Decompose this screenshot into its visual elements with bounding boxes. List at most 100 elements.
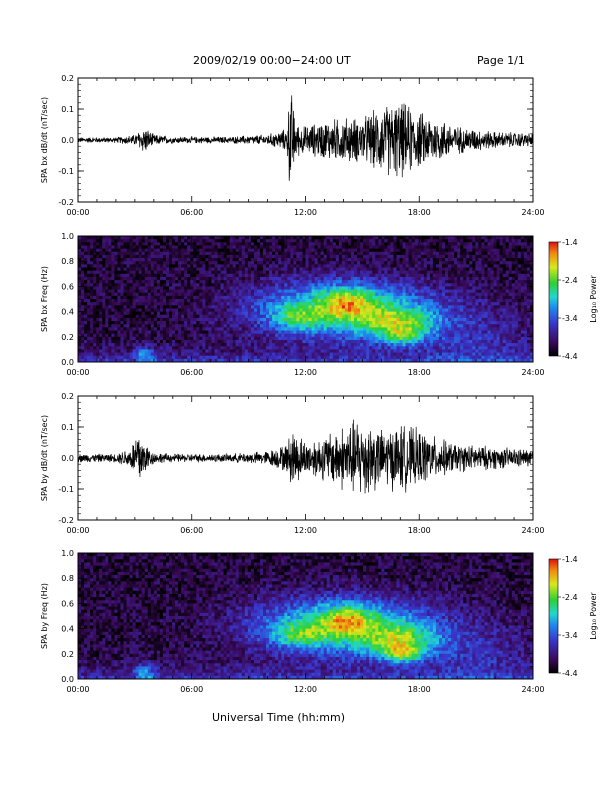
heatmap-cell <box>435 311 440 316</box>
heatmap-cell <box>250 311 255 316</box>
heatmap-cell <box>214 314 218 319</box>
heatmap-cell <box>238 324 243 328</box>
heatmap-cell <box>272 321 276 325</box>
heatmap-cell <box>305 343 309 347</box>
heatmap-cell <box>442 302 446 306</box>
heatmap-cell <box>338 358 343 363</box>
heatmap-cell <box>187 236 191 240</box>
heatmap-cell <box>290 295 294 300</box>
heatmap-cell <box>305 242 309 246</box>
heatmap-cell <box>184 276 188 281</box>
heatmap-cell <box>305 239 309 243</box>
heatmap-cell <box>287 286 291 290</box>
heatmap-cell <box>375 289 379 294</box>
heatmap-cell <box>399 349 403 353</box>
heatmap-cell <box>417 276 422 281</box>
heatmap-cell <box>372 283 376 287</box>
heatmap-cell <box>384 267 388 272</box>
heatmap-cell <box>341 239 346 243</box>
heatmap-cell <box>438 245 443 249</box>
heatmap-cell <box>354 276 358 281</box>
heatmap-cell <box>360 248 364 253</box>
heatmap-cell <box>81 321 85 325</box>
heatmap-cell <box>281 321 285 325</box>
heatmap-cell <box>429 308 434 312</box>
heatmap-cell <box>156 308 161 312</box>
heatmap-cell <box>247 261 252 265</box>
heatmap-cell <box>332 283 337 287</box>
heatmap-cell <box>308 317 312 322</box>
heatmap-cell <box>381 324 385 328</box>
heatmap-cell <box>381 302 385 306</box>
heatmap-cell <box>396 327 400 331</box>
heatmap-cell <box>338 349 343 353</box>
heatmap-cell <box>199 302 203 306</box>
heatmap-cell <box>302 239 306 243</box>
heatmap-cell <box>196 289 200 294</box>
heatmap-cell <box>147 349 152 353</box>
heatmap-cell <box>226 355 231 360</box>
heatmap-cell <box>332 327 337 331</box>
heatmap-cell <box>114 248 118 253</box>
heatmap-cell <box>308 289 312 294</box>
heatmap-cell <box>278 355 282 360</box>
heatmap-cell <box>256 352 261 357</box>
heatmap-cell <box>351 355 355 360</box>
heatmap-cell <box>190 280 194 284</box>
heatmap-cell <box>141 355 146 360</box>
heatmap-cell <box>411 236 416 240</box>
heatmap-cell <box>87 314 91 319</box>
heatmap-cell <box>223 286 228 290</box>
heatmap-cell <box>199 343 203 347</box>
heatmap-cell <box>178 289 182 294</box>
heatmap-cell <box>387 295 391 300</box>
heatmap-cell <box>199 286 203 290</box>
heatmap-cell <box>354 311 358 316</box>
heatmap-cell <box>393 327 397 331</box>
heatmap-cell <box>266 242 270 246</box>
heatmap-cell <box>129 330 133 335</box>
heatmap-cell <box>399 251 403 256</box>
heatmap-cell <box>281 327 285 331</box>
heatmap-cell <box>354 317 358 322</box>
heatmap-cell <box>290 302 294 306</box>
heatmap-cell <box>335 236 340 240</box>
heatmap-cell <box>226 258 231 262</box>
heatmap-cell <box>375 355 379 360</box>
heatmap-cell <box>175 355 179 360</box>
heatmap-cell <box>196 302 200 306</box>
heatmap-cell <box>344 292 349 297</box>
heatmap-cell <box>393 245 397 249</box>
heatmap-cell <box>217 273 221 278</box>
heatmap-cell <box>211 280 215 284</box>
heatmap-cell <box>181 330 185 335</box>
heatmap-cell <box>338 317 343 322</box>
heatmap-cell <box>99 305 103 309</box>
heatmap-cell <box>184 346 188 350</box>
heatmap-cell <box>308 302 312 306</box>
heatmap-cell <box>199 317 203 322</box>
heatmap-cell <box>187 311 191 316</box>
heatmap-cell <box>284 327 288 331</box>
heatmap-cell <box>357 245 361 249</box>
heatmap-cell <box>272 280 276 284</box>
heatmap-cell <box>435 273 440 278</box>
heatmap-cell <box>260 264 264 268</box>
heatmap-cell <box>338 355 343 360</box>
heatmap-cell <box>99 343 103 347</box>
x-tick-label: 00:00 <box>66 208 89 217</box>
heatmap-cell <box>217 267 221 272</box>
heatmap-cell <box>438 311 443 316</box>
heatmap-cell <box>141 276 146 281</box>
heatmap-cell <box>438 308 443 312</box>
heatmap-cell <box>351 289 355 294</box>
heatmap-cell <box>235 295 240 300</box>
heatmap-cell <box>190 324 194 328</box>
heatmap-cell <box>193 242 197 246</box>
heatmap-cell <box>129 327 133 331</box>
heatmap-cell <box>93 295 97 300</box>
heatmap-cell <box>287 299 291 303</box>
heatmap-cell <box>90 308 94 312</box>
heatmap-cell <box>445 236 449 240</box>
heatmap-cell <box>442 305 446 309</box>
